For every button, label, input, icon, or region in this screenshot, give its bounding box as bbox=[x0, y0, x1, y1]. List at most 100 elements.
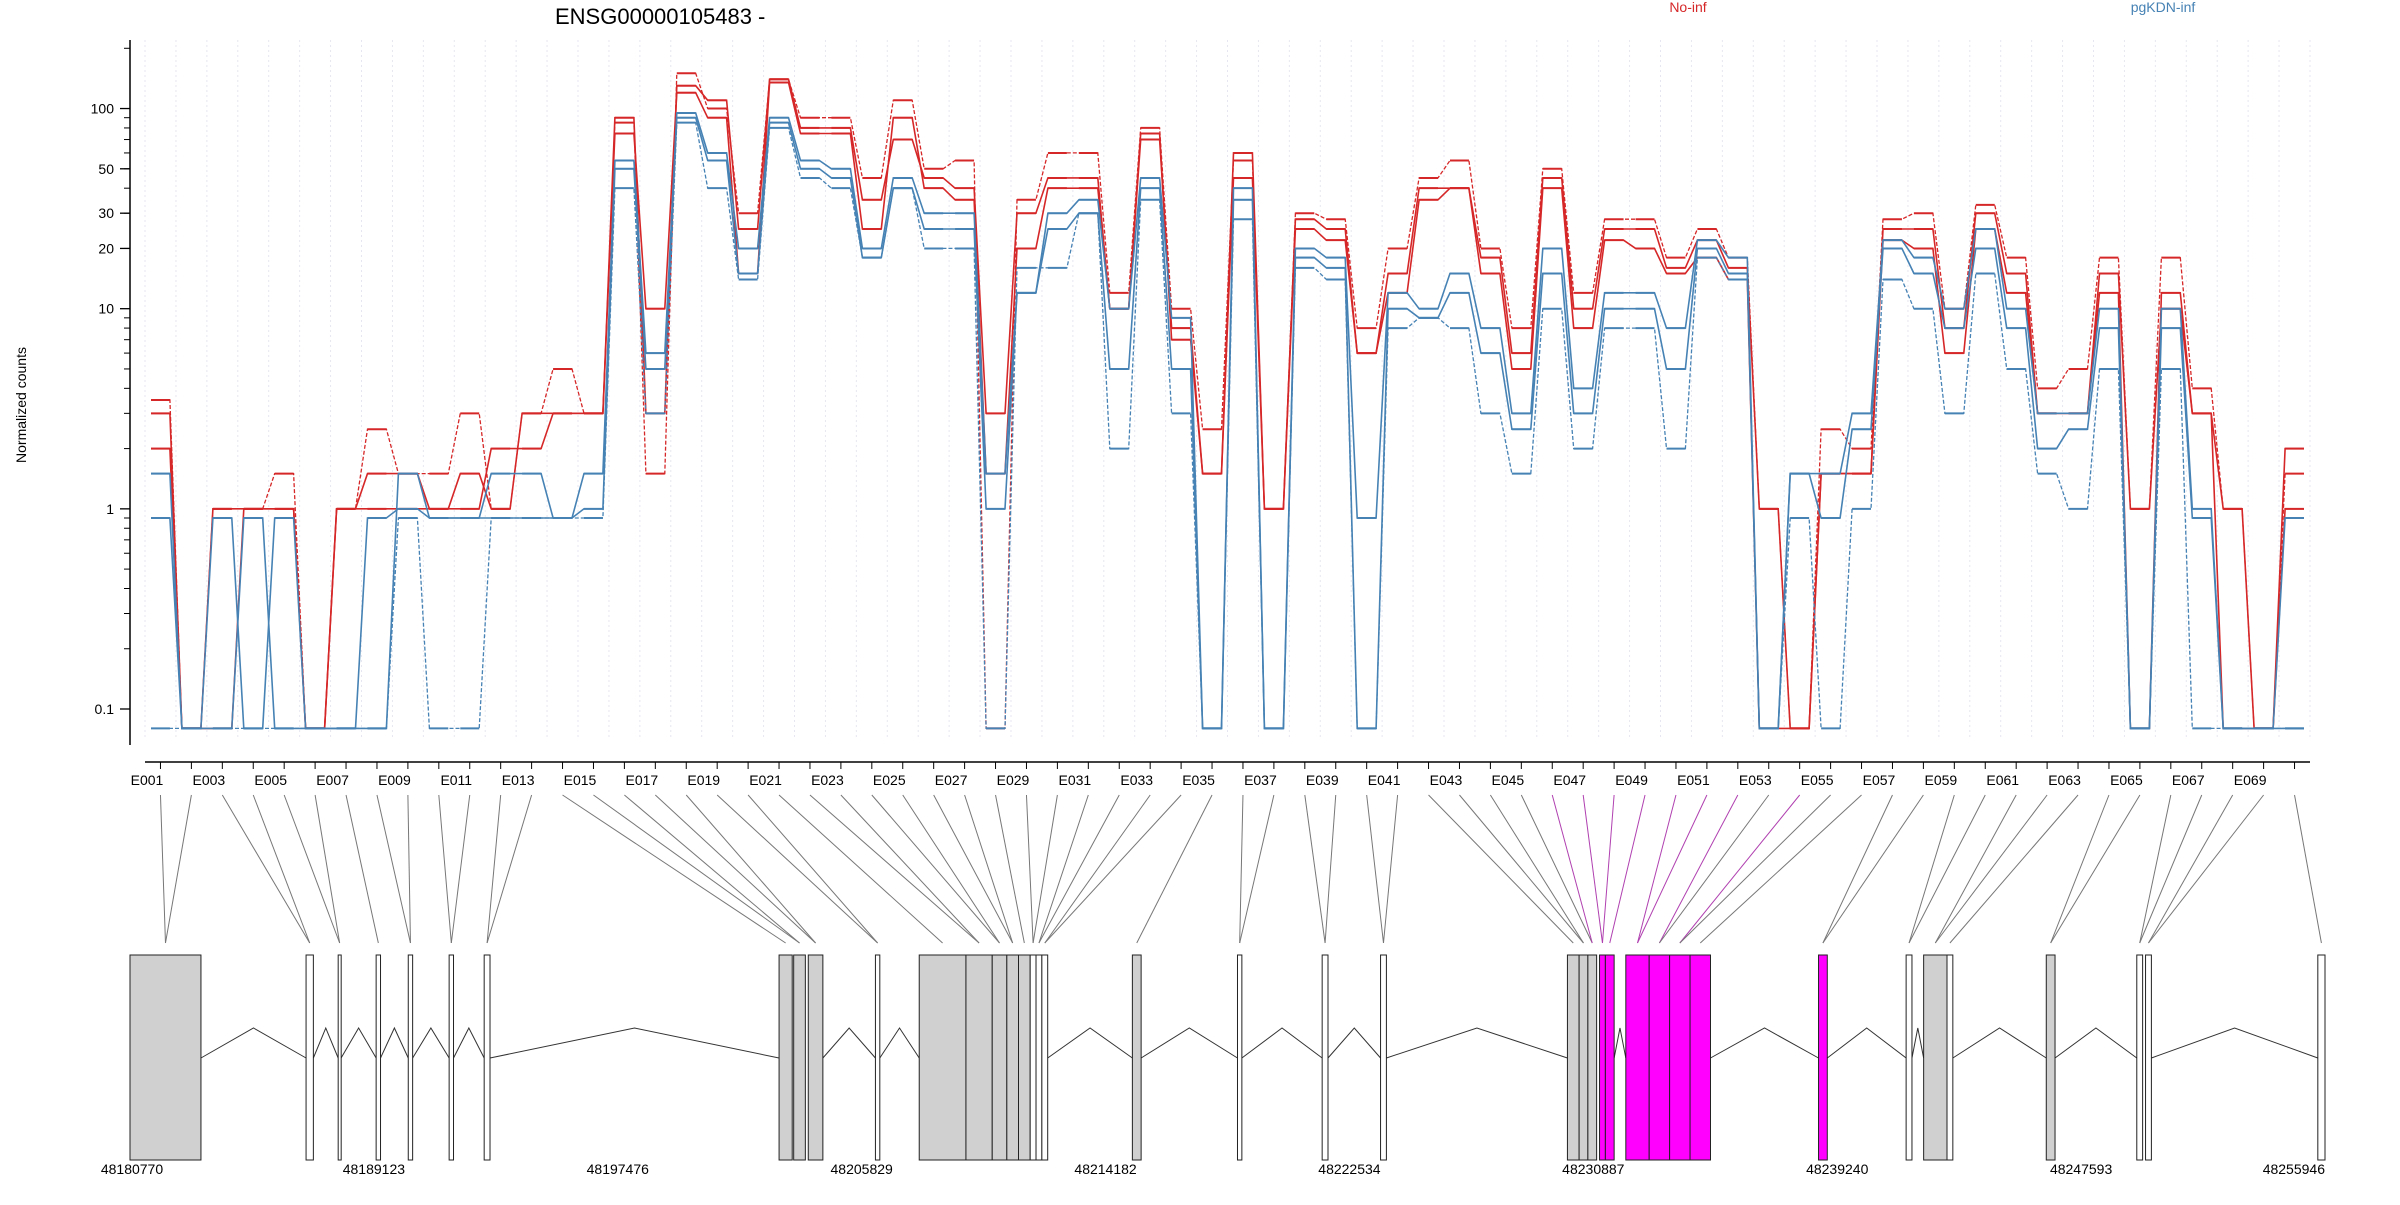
exon-block bbox=[874, 954, 881, 1161]
x-tick-label: E045 bbox=[1492, 772, 1525, 788]
intron-line bbox=[2054, 1027, 2138, 1059]
x-tick-label: E065 bbox=[2110, 772, 2143, 788]
x-tick-label: E035 bbox=[1182, 772, 1215, 788]
x-tick-label: E057 bbox=[1863, 772, 1896, 788]
exon-connector bbox=[902, 794, 1000, 944]
exon-block bbox=[1946, 954, 1954, 1161]
x-tick-label: E051 bbox=[1677, 772, 1710, 788]
exon-block bbox=[2136, 954, 2144, 1161]
exon-connector bbox=[1908, 794, 1955, 944]
exon-block bbox=[2045, 954, 2056, 1161]
y-tick-label: 30 bbox=[98, 205, 114, 221]
exon-block bbox=[1236, 954, 1243, 1161]
exon-connector bbox=[2148, 794, 2234, 944]
exon-connector bbox=[1934, 794, 2017, 944]
exon-connector bbox=[1366, 794, 1384, 944]
intron-line bbox=[1613, 1027, 1627, 1059]
exon-connector bbox=[283, 794, 341, 944]
grid-lines bbox=[144, 40, 2311, 740]
exon-connector bbox=[159, 794, 166, 944]
x-tick-label: E021 bbox=[749, 772, 782, 788]
exon-connector bbox=[2050, 794, 2110, 944]
intron-line bbox=[489, 1027, 780, 1059]
exon-block bbox=[1923, 954, 1948, 1161]
exon-block bbox=[1321, 954, 1329, 1161]
exon-block bbox=[991, 954, 1008, 1161]
exon-block bbox=[1035, 954, 1043, 1161]
exon-connector bbox=[450, 794, 471, 944]
x-tick-label: E041 bbox=[1368, 772, 1401, 788]
exon-connector bbox=[1489, 794, 1584, 944]
genomic-tick-label: 48205829 bbox=[831, 1161, 894, 1177]
exon-block-highlighted bbox=[1648, 954, 1671, 1161]
gene-model bbox=[129, 954, 2326, 1161]
exon-block bbox=[918, 954, 967, 1161]
x-tick-label: E023 bbox=[811, 772, 844, 788]
exon-block-highlighted bbox=[1818, 954, 1828, 1161]
intron-line bbox=[200, 1027, 307, 1059]
legend-entry-no-inf: No-inf bbox=[1669, 0, 1706, 15]
x-tick-label: E005 bbox=[254, 772, 287, 788]
exon-connector bbox=[1032, 794, 1058, 944]
exon-connector bbox=[1038, 794, 1120, 944]
exon-connector bbox=[654, 794, 816, 944]
intron-line bbox=[1327, 1027, 1381, 1059]
intron-line bbox=[312, 1026, 339, 1059]
exon-block bbox=[337, 954, 342, 1161]
exon-block bbox=[1131, 954, 1142, 1161]
exon-connector bbox=[1459, 794, 1584, 944]
intron-line bbox=[1710, 1027, 1819, 1059]
x-tick-label: E047 bbox=[1553, 772, 1586, 788]
legend-entry-pgkdn-inf: pgKDN-inf bbox=[2131, 0, 2196, 15]
intron-line bbox=[1241, 1027, 1323, 1059]
x-tick-label: E067 bbox=[2172, 772, 2205, 788]
x-tick-label: E043 bbox=[1430, 772, 1463, 788]
x-tick-label: E069 bbox=[2234, 772, 2267, 788]
x-tick-label: E039 bbox=[1306, 772, 1339, 788]
x-tick-label: E063 bbox=[2048, 772, 2081, 788]
x-tick-label: E001 bbox=[131, 772, 164, 788]
exon-connector bbox=[1239, 794, 1275, 944]
genomic-tick-label: 48247593 bbox=[2050, 1161, 2113, 1177]
genomic-tick-label: 48189123 bbox=[343, 1161, 406, 1177]
exon-block bbox=[965, 954, 993, 1161]
exon-connector bbox=[345, 794, 379, 944]
y-tick-label: 50 bbox=[98, 161, 114, 177]
exon-connector bbox=[1658, 794, 1739, 944]
exon-connector bbox=[747, 794, 878, 944]
exon-connector bbox=[1679, 794, 1801, 944]
x-tick-label: E055 bbox=[1801, 772, 1834, 788]
intron-line bbox=[453, 1026, 485, 1059]
exon-block-highlighted bbox=[1669, 954, 1691, 1161]
x-tick-label: E017 bbox=[626, 772, 659, 788]
chart-title: ENSG00000105483 - bbox=[555, 4, 765, 29]
exon-connector bbox=[1044, 794, 1182, 944]
exon-connector bbox=[871, 794, 1000, 944]
exon-connector bbox=[221, 794, 311, 944]
exon-connector bbox=[840, 794, 980, 944]
x-tick-label: E033 bbox=[1120, 772, 1153, 788]
series-line-no-inf-2 bbox=[151, 81, 2304, 730]
x-tick-label: E059 bbox=[1925, 772, 1958, 788]
exon-block-highlighted bbox=[1689, 954, 1711, 1161]
exon-connector bbox=[933, 794, 1014, 944]
intron-line bbox=[879, 1027, 920, 1059]
x-tick-label: E009 bbox=[378, 772, 411, 788]
genomic-tick-label: 48230887 bbox=[1562, 1161, 1625, 1177]
exon-connector bbox=[809, 794, 980, 944]
x-tick-label: E027 bbox=[935, 772, 968, 788]
exon-connector bbox=[1044, 794, 1151, 944]
exon-connector bbox=[593, 794, 800, 944]
exon-connector bbox=[1822, 794, 1893, 944]
intron-line bbox=[1911, 1027, 1925, 1059]
exon-connector bbox=[1609, 794, 1646, 944]
intron-line bbox=[380, 1026, 409, 1059]
exon-connector bbox=[1637, 794, 1677, 944]
exon-block bbox=[407, 954, 414, 1161]
series-lines bbox=[151, 72, 2304, 730]
genomic-axis: 48180770 48189123 48197476 48205829 48214182… bbox=[101, 1161, 2325, 1177]
exon-block bbox=[778, 954, 793, 1161]
exon-connector bbox=[1038, 794, 1089, 944]
